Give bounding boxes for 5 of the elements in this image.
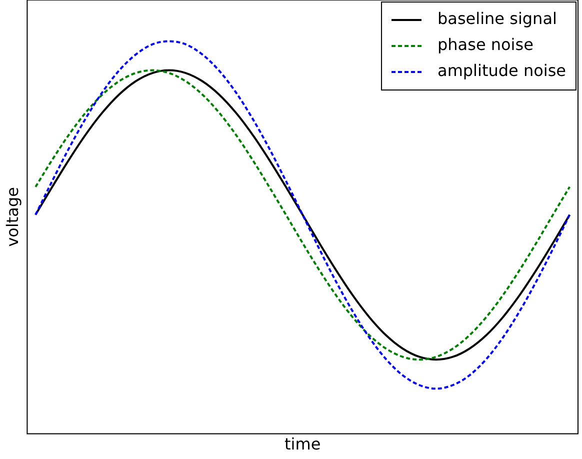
legend-label: baseline signal — [438, 9, 557, 28]
y-axis-title: voltage — [2, 187, 22, 247]
legend-label: amplitude noise — [438, 61, 566, 80]
x-axis-title: time — [284, 434, 321, 454]
legend-label: phase noise — [438, 35, 534, 54]
